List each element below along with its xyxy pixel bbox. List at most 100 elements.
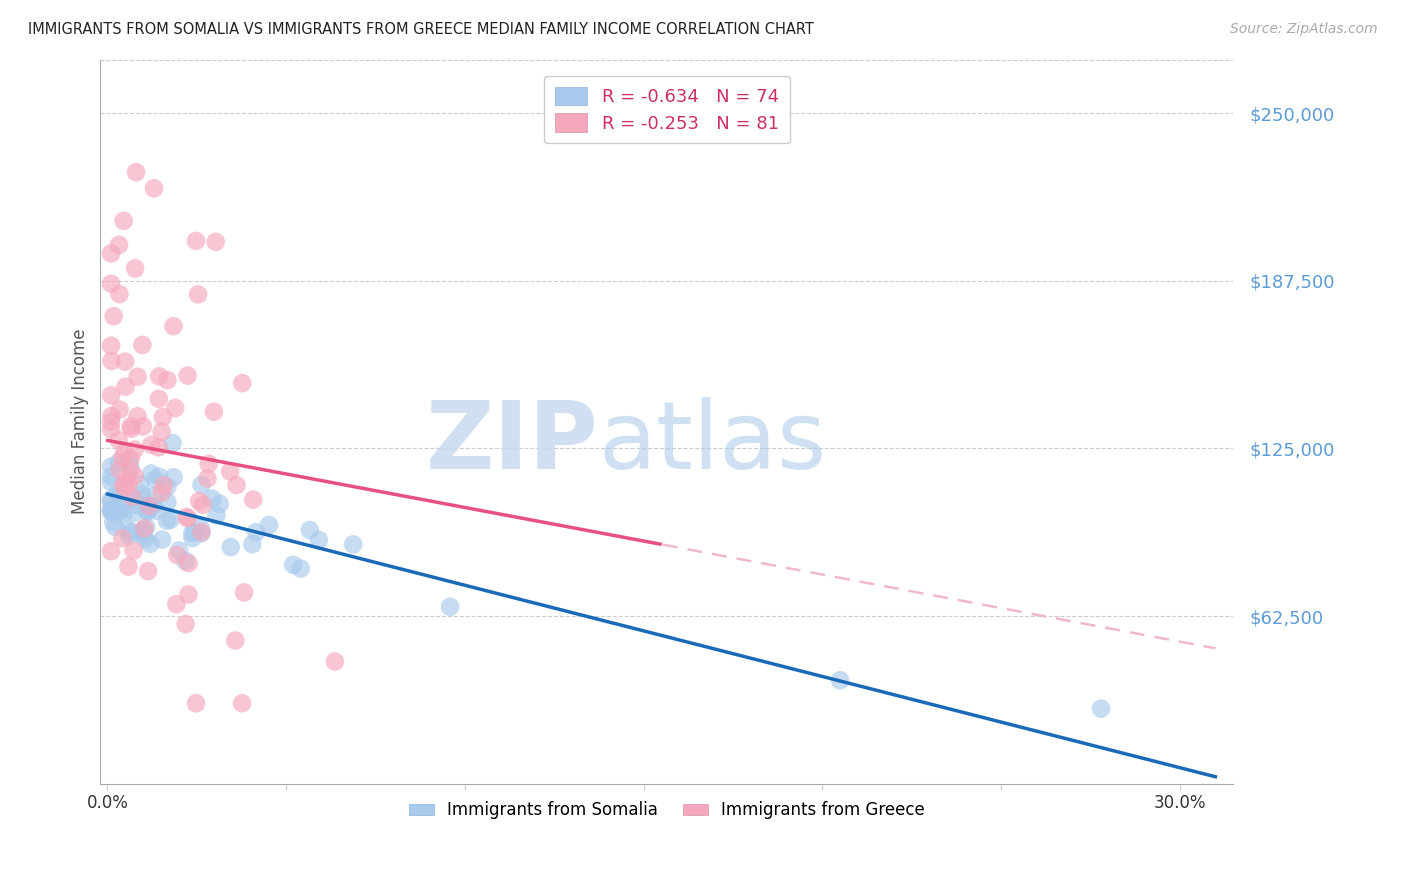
Point (134, 521, 156, 535)
Point (187, 287, 209, 301)
Point (245, 524, 267, 539)
Point (298, 523, 321, 537)
Point (100, 415, 122, 429)
Point (100, 503, 122, 517)
Point (112, 478, 135, 492)
Point (114, 480, 136, 494)
Point (219, 540, 242, 554)
Point (257, 518, 280, 533)
Point (100, 505, 122, 519)
Point (134, 532, 156, 546)
Point (156, 514, 179, 528)
Point (176, 509, 198, 524)
Text: IMMIGRANTS FROM SOMALIA VS IMMIGRANTS FROM GREECE MEDIAN FAMILY INCOME CORRELATI: IMMIGRANTS FROM SOMALIA VS IMMIGRANTS FR… (28, 22, 814, 37)
Point (204, 235, 226, 249)
Point (108, 504, 131, 518)
Point (162, 470, 184, 484)
Point (162, 436, 184, 450)
Point (100, 354, 122, 368)
Point (225, 478, 247, 492)
Point (142, 499, 165, 513)
Point (830, 673, 852, 688)
Y-axis label: Median Family Income: Median Family Income (72, 329, 89, 515)
Point (132, 524, 155, 539)
Point (150, 485, 173, 500)
Point (124, 261, 146, 276)
Point (129, 491, 152, 505)
Point (120, 451, 142, 466)
Point (197, 471, 219, 485)
Point (100, 494, 122, 508)
Point (219, 465, 242, 479)
Text: atlas: atlas (599, 398, 827, 490)
Point (148, 369, 170, 384)
Point (107, 488, 129, 502)
Point (127, 369, 149, 384)
Point (148, 392, 170, 406)
Point (177, 587, 200, 601)
Point (141, 438, 163, 452)
Point (131, 487, 153, 501)
Point (124, 469, 146, 483)
Point (138, 499, 160, 513)
Point (100, 459, 122, 474)
Point (145, 504, 167, 518)
Point (150, 425, 173, 439)
Point (100, 544, 122, 558)
Point (122, 491, 145, 506)
Point (231, 376, 253, 391)
Point (148, 469, 170, 483)
Point (125, 165, 148, 179)
Point (177, 556, 200, 570)
Point (183, 525, 205, 540)
Point (105, 486, 128, 500)
Point (127, 498, 149, 512)
Point (148, 441, 170, 455)
Point (120, 422, 142, 436)
Point (190, 478, 212, 492)
Point (152, 478, 174, 492)
Point (107, 433, 129, 447)
Point (131, 338, 153, 352)
Point (124, 442, 146, 457)
Point (342, 537, 364, 551)
Point (156, 480, 179, 494)
Point (120, 524, 142, 539)
Point (224, 633, 246, 648)
Point (202, 405, 225, 419)
Point (159, 513, 181, 527)
Point (104, 520, 127, 534)
Point (122, 506, 145, 520)
Point (114, 354, 136, 368)
Point (120, 461, 142, 475)
Point (105, 504, 128, 518)
Point (117, 559, 139, 574)
Point (208, 497, 231, 511)
Point (150, 533, 173, 547)
Point (100, 504, 122, 518)
Point (201, 491, 224, 506)
Point (131, 528, 153, 542)
Point (156, 373, 179, 387)
Point (107, 455, 129, 469)
Point (138, 503, 160, 517)
Point (100, 339, 122, 353)
Point (190, 526, 212, 541)
Point (136, 504, 159, 518)
Point (283, 558, 305, 572)
Point (112, 213, 135, 227)
Point (100, 492, 122, 507)
Point (162, 319, 184, 334)
Point (100, 469, 122, 483)
Point (103, 310, 125, 324)
Point (197, 457, 219, 471)
Point (181, 531, 204, 545)
Legend: Immigrants from Somalia, Immigrants from Greece: Immigrants from Somalia, Immigrants from… (402, 795, 932, 826)
Point (114, 380, 136, 394)
Point (190, 521, 212, 535)
Text: ZIP: ZIP (426, 398, 599, 490)
Point (177, 511, 200, 525)
Point (115, 492, 138, 507)
Point (233, 585, 256, 599)
Text: Source: ZipAtlas.com: Source: ZipAtlas.com (1230, 22, 1378, 37)
